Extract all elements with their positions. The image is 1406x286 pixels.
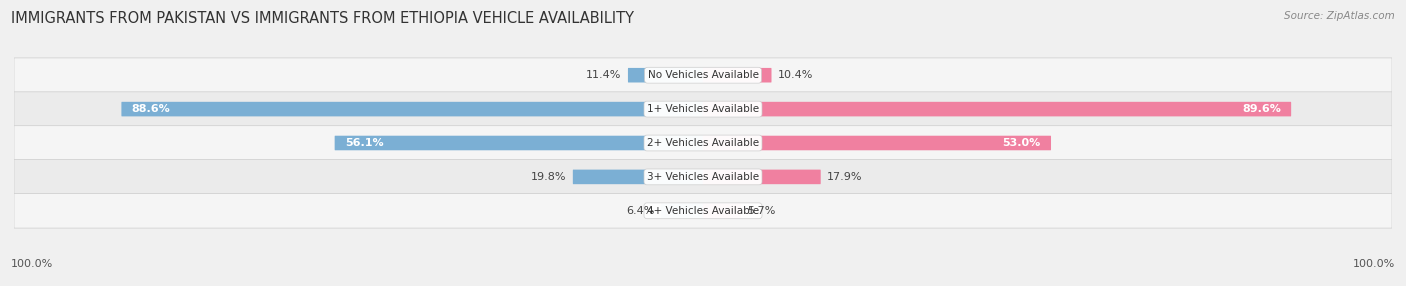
Text: 56.1%: 56.1% (344, 138, 384, 148)
Text: 100.0%: 100.0% (11, 259, 53, 269)
Text: 4+ Vehicles Available: 4+ Vehicles Available (647, 206, 759, 216)
FancyBboxPatch shape (14, 160, 1392, 194)
FancyBboxPatch shape (121, 102, 703, 116)
FancyBboxPatch shape (14, 126, 1392, 160)
Text: 88.6%: 88.6% (132, 104, 170, 114)
Text: 5.7%: 5.7% (747, 206, 775, 216)
FancyBboxPatch shape (572, 170, 703, 184)
Text: No Vehicles Available: No Vehicles Available (648, 70, 758, 80)
Text: 11.4%: 11.4% (586, 70, 621, 80)
Text: Source: ZipAtlas.com: Source: ZipAtlas.com (1284, 11, 1395, 21)
Text: 1+ Vehicles Available: 1+ Vehicles Available (647, 104, 759, 114)
FancyBboxPatch shape (14, 58, 1392, 92)
Text: 89.6%: 89.6% (1241, 104, 1281, 114)
Text: 6.4%: 6.4% (626, 206, 654, 216)
FancyBboxPatch shape (335, 136, 703, 150)
FancyBboxPatch shape (14, 92, 1392, 126)
FancyBboxPatch shape (661, 204, 703, 218)
Text: 2+ Vehicles Available: 2+ Vehicles Available (647, 138, 759, 148)
FancyBboxPatch shape (14, 194, 1392, 228)
Text: 10.4%: 10.4% (778, 70, 813, 80)
FancyBboxPatch shape (703, 170, 821, 184)
Text: 3+ Vehicles Available: 3+ Vehicles Available (647, 172, 759, 182)
Text: 53.0%: 53.0% (1002, 138, 1040, 148)
FancyBboxPatch shape (703, 68, 772, 82)
Text: 17.9%: 17.9% (827, 172, 862, 182)
Text: IMMIGRANTS FROM PAKISTAN VS IMMIGRANTS FROM ETHIOPIA VEHICLE AVAILABILITY: IMMIGRANTS FROM PAKISTAN VS IMMIGRANTS F… (11, 11, 634, 26)
FancyBboxPatch shape (703, 136, 1052, 150)
FancyBboxPatch shape (703, 102, 1291, 116)
Text: 100.0%: 100.0% (1353, 259, 1395, 269)
Text: 19.8%: 19.8% (531, 172, 567, 182)
FancyBboxPatch shape (628, 68, 703, 82)
FancyBboxPatch shape (703, 204, 741, 218)
